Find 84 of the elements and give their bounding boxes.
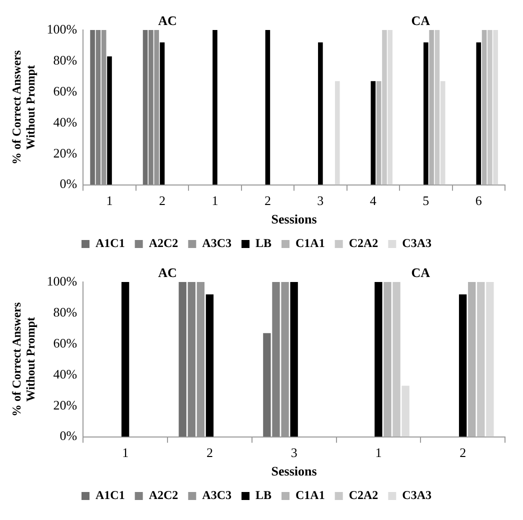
bar (458, 294, 467, 437)
y-tick-label: 80% (53, 304, 78, 320)
legend-label: C1A1 (296, 488, 325, 502)
text: AC (158, 12, 177, 28)
legend-label: A2C2 (148, 236, 178, 250)
y-tick-label: 0% (60, 428, 78, 444)
legend-label: C3A3 (402, 236, 432, 250)
bar (488, 30, 492, 185)
bar (429, 30, 434, 185)
legend-label: LB (255, 488, 272, 502)
bar (121, 282, 130, 437)
y-tick-label: 100% (46, 21, 78, 36)
bar (424, 42, 428, 185)
bar (486, 282, 494, 437)
bar (374, 282, 382, 437)
x-tick-label: 2 (158, 193, 166, 208)
bar (142, 30, 148, 185)
text: CA (411, 12, 431, 28)
bar (384, 282, 392, 437)
legend-label: A1C1 (96, 236, 125, 250)
x-axis-title: Sessions (271, 464, 317, 479)
bar (90, 30, 95, 185)
bar (440, 81, 446, 185)
x-tick-label: 3 (317, 193, 324, 208)
y-tick-label: 20% (53, 145, 78, 160)
legend-label: C2A2 (348, 236, 378, 250)
x-tick-label: 1 (375, 445, 382, 460)
y-tick-label: 80% (53, 52, 78, 68)
bar (160, 42, 165, 185)
y-tick-label: 60% (53, 335, 78, 350)
x-axis-title: Sessions (271, 212, 317, 227)
y-tick-label: 60% (53, 83, 78, 98)
legend-label: A2C2 (148, 488, 178, 502)
bar (290, 282, 298, 437)
bar (493, 30, 498, 185)
y-tick-label: 0% (60, 176, 78, 192)
legend-label: C2A2 (348, 488, 378, 502)
bar (107, 56, 112, 185)
y-axis-title: % of Correct Answers Without Prompt (9, 302, 38, 416)
bar (477, 282, 485, 437)
legend-label: C3A3 (402, 488, 432, 502)
text: CA (411, 264, 431, 280)
x-tick-label: 2 (264, 193, 271, 208)
x-tick-label: 6 (475, 193, 482, 208)
bar (178, 282, 186, 437)
x-tick-label: 1 (212, 193, 218, 208)
bar (148, 30, 154, 185)
legend-label: C1A1 (296, 236, 325, 250)
x-tick-label: 5 (422, 193, 430, 208)
bar (370, 81, 376, 185)
bar (334, 81, 340, 185)
bar (468, 282, 476, 437)
bar (382, 30, 387, 185)
bar (392, 282, 400, 437)
bar (388, 30, 393, 185)
y-tick-label: 20% (53, 397, 78, 412)
bar (376, 81, 382, 185)
x-tick-label: 3 (290, 445, 298, 460)
y-axis-title: % of Correct Answers Without Prompt (9, 50, 38, 164)
bar (263, 333, 271, 437)
legend-label: LB (255, 236, 272, 250)
x-tick-label: 2 (206, 445, 213, 460)
bar (402, 386, 410, 437)
y-tick-label: 100% (46, 273, 78, 288)
x-tick-label: 1 (106, 193, 113, 208)
bar (482, 30, 487, 185)
bar (272, 282, 280, 437)
bar (96, 30, 101, 185)
y-tick-label: 40% (53, 114, 78, 130)
x-tick-label: 2 (460, 445, 466, 460)
legend-label: A1C1 (96, 488, 125, 502)
bar (188, 282, 196, 437)
legend-label: A3C3 (202, 488, 232, 502)
bar (434, 30, 440, 185)
bar (318, 42, 323, 185)
bar (206, 294, 214, 437)
bar (476, 42, 482, 185)
legend-label: A3C3 (202, 236, 232, 250)
y-tick-label: 40% (53, 366, 78, 382)
x-tick-label: 1 (122, 445, 129, 460)
x-tick-label: 4 (370, 193, 377, 208)
bar (212, 30, 218, 185)
text: AC (158, 264, 177, 280)
bar (265, 30, 270, 185)
